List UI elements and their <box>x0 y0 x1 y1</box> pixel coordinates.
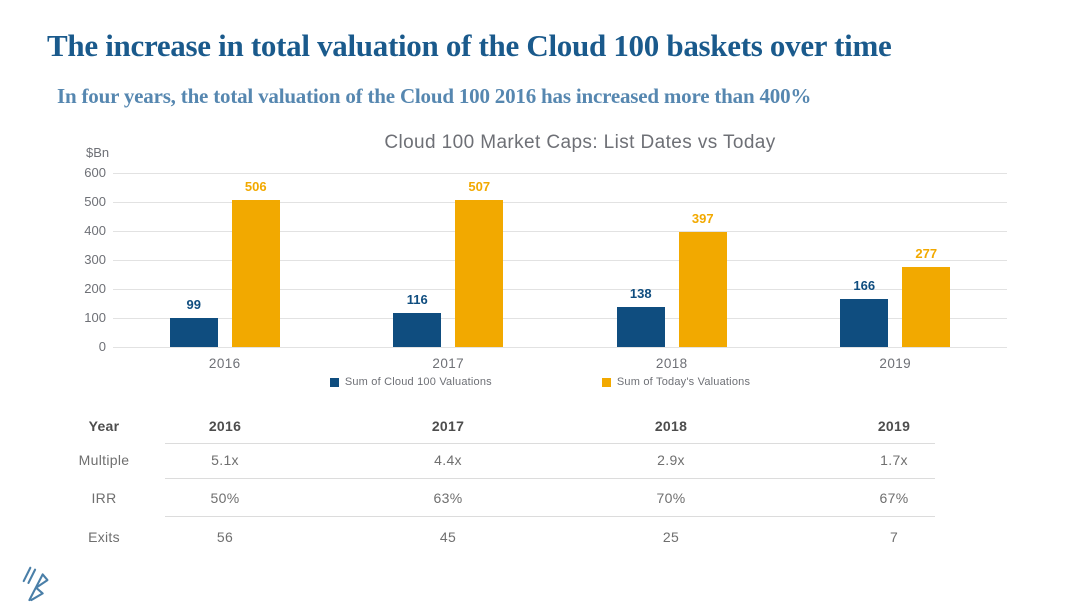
bar-value-label: 138 <box>629 286 652 301</box>
bar-value-label: 116 <box>406 292 428 307</box>
table-cell: 5.1x <box>211 452 239 468</box>
table-row-separator <box>165 478 935 479</box>
table-row-label: Year <box>88 418 120 434</box>
table-cell: 70% <box>656 490 686 506</box>
gridline <box>113 289 1007 290</box>
bar-value-label: 507 <box>468 179 491 194</box>
y-axis-unit-label: $Bn <box>86 145 110 160</box>
legend-color-swatch-icon <box>601 377 611 387</box>
metrics-table: Year 2016 2017 2018 2019 Multiple 5.1x 4.4x 2.9x… <box>0 405 1080 570</box>
gridline <box>113 318 1007 319</box>
table-cell: 1.7x <box>880 452 908 468</box>
y-tick-label: 500 <box>84 194 106 209</box>
bar-cloud100-valuation <box>169 318 218 347</box>
y-tick-label: 200 <box>84 281 106 296</box>
gridline <box>113 231 1007 232</box>
table-cell: 25 <box>662 529 680 545</box>
legend-color-swatch-icon <box>329 377 339 387</box>
gridline <box>113 202 1007 203</box>
y-tick-label: 300 <box>84 252 106 267</box>
bar-value-label: 397 <box>691 211 714 226</box>
bar-value-label: 99 <box>186 297 201 312</box>
bar-cloud100-valuation <box>393 313 442 347</box>
bar-value-label: 277 <box>915 246 938 261</box>
table-row-separator <box>165 516 935 517</box>
legend-label: Sum of Today's Valuations <box>616 376 751 388</box>
bar-today-valuation <box>902 267 951 347</box>
y-tick-label: 0 <box>98 339 106 354</box>
table-row-separator <box>165 443 935 444</box>
legend-label: Sum of Cloud 100 Valuations <box>344 376 492 388</box>
bar-value-label: 166 <box>853 278 876 293</box>
gridline <box>113 260 1007 261</box>
table-cell: 2.9x <box>657 452 685 468</box>
table-row-label: Exits <box>88 529 120 545</box>
table-cell: 67% <box>879 490 909 506</box>
table-cell: 4.4x <box>434 452 462 468</box>
bar-today-valuation <box>455 200 504 347</box>
bar-today-valuation <box>231 200 280 347</box>
legend-item: Sum of Today's Valuations <box>601 376 751 388</box>
table-cell: 50% <box>210 490 240 506</box>
table-cell: 63% <box>433 490 463 506</box>
table-cell: 2019 <box>877 418 911 434</box>
gridline <box>113 347 1007 348</box>
table-cell: 7 <box>889 529 899 545</box>
bar-chart: Cloud 100 Market Caps: List Dates vs Tod… <box>0 130 1080 400</box>
x-axis-label: 2019 <box>879 356 912 371</box>
x-axis-label: 2016 <box>208 356 241 371</box>
table-row-label: IRR <box>91 490 117 506</box>
table-row-label: Multiple <box>78 452 130 468</box>
bessemer-logo-icon <box>22 566 49 602</box>
table-cell: 2016 <box>208 418 242 434</box>
bar-value-label: 506 <box>244 179 267 194</box>
chart-title: Cloud 100 Market Caps: List Dates vs Tod… <box>384 132 776 153</box>
bar-today-valuation <box>678 232 727 347</box>
legend-item: Sum of Cloud 100 Valuations <box>329 376 492 388</box>
plot-area: 99 506 116 507 138 397 166 277 <box>113 173 1007 348</box>
page-subtitle: In four years, the total valuation of th… <box>57 84 812 108</box>
x-axis-label: 2017 <box>432 356 465 371</box>
x-axis-label: 2018 <box>655 356 688 371</box>
page-title: The increase in total valuation of the C… <box>47 28 892 63</box>
y-tick-label: 400 <box>84 223 106 238</box>
table-cell: 2017 <box>431 418 465 434</box>
chart-legend: Sum of Cloud 100 Valuations Sum of Today'… <box>0 376 1080 388</box>
gridline <box>113 173 1007 174</box>
table-cell: 45 <box>439 529 457 545</box>
table-cell: 2018 <box>654 418 688 434</box>
bar-cloud100-valuation <box>840 299 889 347</box>
y-tick-label: 600 <box>84 165 106 180</box>
bar-cloud100-valuation <box>616 307 665 347</box>
table-cell: 56 <box>216 529 234 545</box>
y-tick-label: 100 <box>84 310 106 325</box>
